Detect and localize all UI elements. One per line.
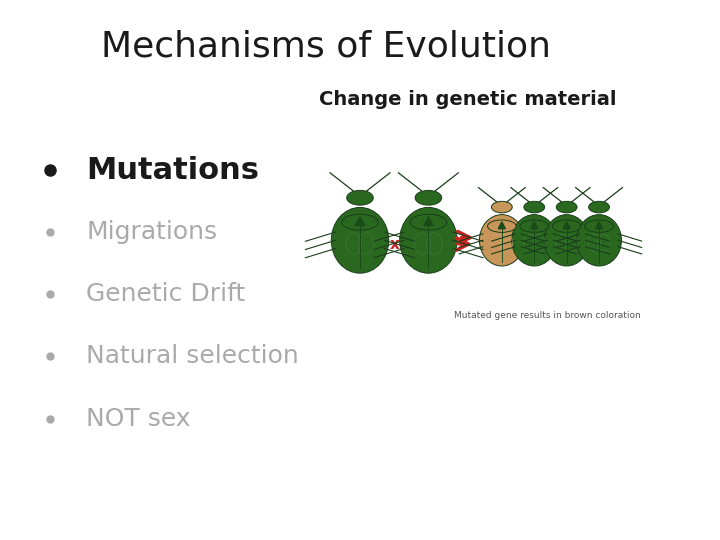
Text: Genetic Drift: Genetic Drift	[86, 282, 246, 306]
Ellipse shape	[557, 201, 577, 213]
Ellipse shape	[585, 220, 613, 232]
Ellipse shape	[577, 214, 621, 266]
Ellipse shape	[512, 214, 557, 266]
Ellipse shape	[415, 191, 441, 205]
Ellipse shape	[480, 214, 524, 266]
Text: Migrations: Migrations	[86, 220, 217, 244]
Ellipse shape	[342, 214, 378, 230]
Text: Natural selection: Natural selection	[86, 345, 299, 368]
Polygon shape	[531, 222, 538, 229]
Polygon shape	[563, 222, 570, 229]
Ellipse shape	[589, 201, 609, 213]
Ellipse shape	[492, 201, 512, 213]
Ellipse shape	[544, 214, 589, 266]
Polygon shape	[424, 217, 433, 226]
Polygon shape	[356, 217, 364, 226]
Text: Mechanisms of Evolution: Mechanisms of Evolution	[101, 30, 551, 64]
Text: NOT sex: NOT sex	[86, 407, 191, 430]
Polygon shape	[498, 222, 505, 229]
Ellipse shape	[331, 207, 389, 273]
Text: Mutated gene results in brown coloration: Mutated gene results in brown coloration	[454, 312, 641, 320]
Ellipse shape	[487, 220, 516, 232]
Ellipse shape	[524, 201, 544, 213]
Ellipse shape	[347, 191, 373, 205]
Ellipse shape	[400, 207, 457, 273]
Ellipse shape	[520, 220, 549, 232]
Text: Change in genetic material: Change in genetic material	[319, 90, 617, 110]
Ellipse shape	[410, 214, 446, 230]
Text: x: x	[390, 237, 400, 252]
Text: Mutations: Mutations	[86, 156, 259, 185]
Polygon shape	[595, 222, 603, 229]
Ellipse shape	[552, 220, 581, 232]
